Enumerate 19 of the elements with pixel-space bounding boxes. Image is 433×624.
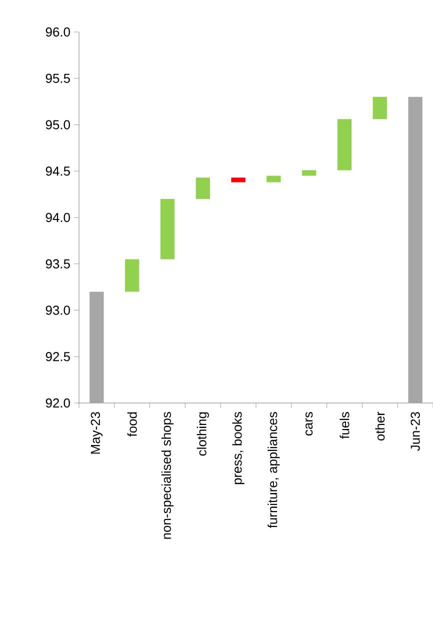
y-tick-label: 95.0 — [46, 120, 70, 130]
x-tick-label: non-specialised shops — [161, 412, 174, 539]
x-tick-label: press, books — [232, 412, 244, 484]
x-tick-label: furniture, appliances — [268, 412, 280, 528]
y-tick-label: 93.0 — [46, 306, 70, 315]
y-tick-label: 93.5 — [46, 259, 70, 268]
x-tick-label: May-23 — [90, 412, 103, 454]
x-tick-label: cars — [306, 412, 313, 436]
x-tick-label: clothing — [196, 412, 209, 456]
y-tick-label: 94.0 — [46, 212, 70, 222]
x-tick-label: food — [127, 412, 137, 437]
y-tick-label: 92.5 — [46, 352, 70, 362]
x-tick-label: Jun-23 — [410, 412, 420, 451]
x-tick-label: fuels — [340, 412, 350, 439]
y-tick-label: 95.5 — [46, 74, 70, 83]
x-tick-label: other — [375, 412, 385, 440]
y-tick-label: 94.5 — [46, 166, 70, 176]
y-tick-label: 96.0 — [46, 27, 70, 37]
y-tick-label: 92.0 — [46, 398, 70, 408]
